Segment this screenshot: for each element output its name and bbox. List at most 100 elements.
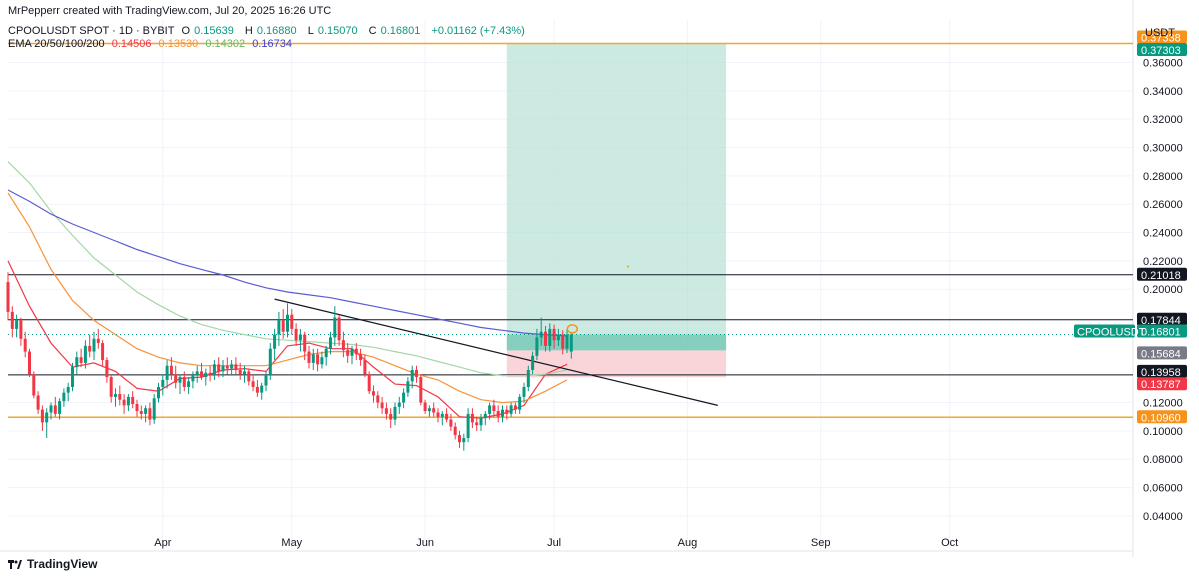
candle-down[interactable] [384, 408, 388, 414]
symbol-label[interactable]: CPOOLUSDT SPOT · 1D · BYBIT [8, 25, 175, 37]
candle-down[interactable] [294, 328, 298, 341]
candle-down[interactable] [217, 364, 221, 372]
candle-down[interactable] [79, 357, 83, 363]
candle-down[interactable] [238, 369, 242, 375]
candle-down[interactable] [122, 399, 126, 406]
candle-up[interactable] [221, 365, 225, 372]
candle-down[interactable] [376, 395, 380, 403]
candle-up[interactable] [191, 375, 195, 382]
candle-up[interactable] [531, 355, 535, 370]
candle-down[interactable] [131, 396, 135, 404]
candle-down[interactable] [148, 408, 152, 420]
candle-up[interactable] [273, 334, 277, 349]
candle-down[interactable] [19, 320, 23, 339]
candle-up[interactable] [66, 386, 70, 393]
candle-up[interactable] [75, 357, 79, 368]
candle-down[interactable] [23, 338, 27, 352]
candle-up[interactable] [165, 365, 169, 380]
candle-down[interactable] [96, 338, 100, 344]
candle-down[interactable] [453, 426, 457, 436]
candle-up[interactable] [15, 320, 19, 329]
candle-up[interactable] [556, 334, 560, 341]
candle-up[interactable] [264, 375, 268, 386]
candle-up[interactable] [286, 314, 289, 332]
candle-down[interactable] [281, 320, 285, 332]
candle-up[interactable] [406, 381, 410, 393]
candle-up[interactable] [569, 334, 573, 352]
candle-up[interactable] [535, 337, 539, 356]
candle-up[interactable] [548, 328, 552, 346]
candle-down[interactable] [255, 386, 259, 393]
tradingview-brand[interactable]: TradingView [8, 557, 97, 571]
candle-down[interactable] [10, 311, 14, 329]
candle-down[interactable] [423, 402, 427, 412]
candle-down[interactable] [247, 371, 251, 382]
candle-down[interactable] [470, 413, 474, 423]
candle-down[interactable] [552, 328, 556, 341]
candle-up[interactable] [427, 408, 431, 412]
profit-target-zone[interactable] [506, 44, 727, 351]
candle-down[interactable] [496, 411, 500, 417]
candle-down[interactable] [363, 360, 367, 375]
candle-up[interactable] [58, 401, 62, 414]
candle-down[interactable] [389, 413, 393, 420]
candle-up[interactable] [298, 334, 302, 341]
candle-down[interactable] [40, 409, 44, 423]
candle-up[interactable] [62, 392, 66, 402]
candle-up[interactable] [479, 418, 483, 426]
candle-up[interactable] [350, 348, 354, 356]
candle-down[interactable] [449, 419, 453, 427]
candle-up[interactable] [260, 385, 264, 393]
candle-up[interactable] [114, 394, 117, 397]
candle-up[interactable] [397, 402, 401, 407]
candle-down[interactable] [28, 351, 31, 375]
candle-up[interactable] [161, 379, 165, 387]
candle-down[interactable] [432, 408, 436, 413]
candle-up[interactable] [440, 413, 444, 417]
candle-up[interactable] [333, 317, 337, 338]
candle-down[interactable] [458, 435, 461, 443]
candle-up[interactable] [152, 398, 156, 420]
candle-up[interactable] [45, 412, 49, 423]
candle-up[interactable] [402, 392, 406, 403]
candle-down[interactable] [475, 422, 479, 426]
candle-down[interactable] [200, 371, 203, 378]
candle-up[interactable] [277, 320, 281, 335]
candle-up[interactable] [509, 405, 513, 414]
candle-up[interactable] [526, 369, 530, 387]
candle-down[interactable] [182, 377, 186, 387]
price-highlight-marker[interactable] [566, 324, 579, 334]
candle-up[interactable] [501, 409, 504, 417]
candle-up[interactable] [268, 348, 272, 376]
candle-down[interactable] [380, 402, 384, 409]
candle-down[interactable] [303, 334, 307, 352]
candle-down[interactable] [359, 354, 363, 361]
candle-up[interactable] [522, 386, 526, 397]
candle-down[interactable] [105, 360, 109, 378]
candle-up[interactable] [462, 437, 466, 443]
candle-down[interactable] [174, 374, 178, 383]
candle-down[interactable] [415, 369, 418, 378]
candle-down[interactable] [32, 374, 36, 396]
candle-up[interactable] [204, 372, 208, 378]
candle-down[interactable] [513, 405, 517, 410]
candle-up[interactable] [126, 396, 130, 406]
currency-label[interactable]: USDT [1145, 27, 1175, 39]
candle-up[interactable] [230, 364, 234, 369]
candle-down[interactable] [492, 405, 496, 412]
candle-down[interactable] [139, 411, 143, 414]
candle-down[interactable] [36, 395, 40, 410]
candle-up[interactable] [518, 396, 522, 410]
candle-up[interactable] [329, 337, 332, 349]
candle-down[interactable] [354, 348, 358, 355]
candle-down[interactable] [372, 391, 375, 396]
candle-down[interactable] [101, 343, 105, 361]
stop-loss-zone[interactable] [506, 350, 727, 378]
candle-down[interactable] [88, 345, 92, 352]
candle-up[interactable] [311, 354, 315, 363]
candle-down[interactable] [561, 334, 565, 349]
descending-trendline[interactable] [274, 298, 718, 406]
candle-up[interactable] [157, 386, 160, 399]
candle-down[interactable] [505, 409, 509, 414]
candle-up[interactable] [483, 413, 487, 419]
